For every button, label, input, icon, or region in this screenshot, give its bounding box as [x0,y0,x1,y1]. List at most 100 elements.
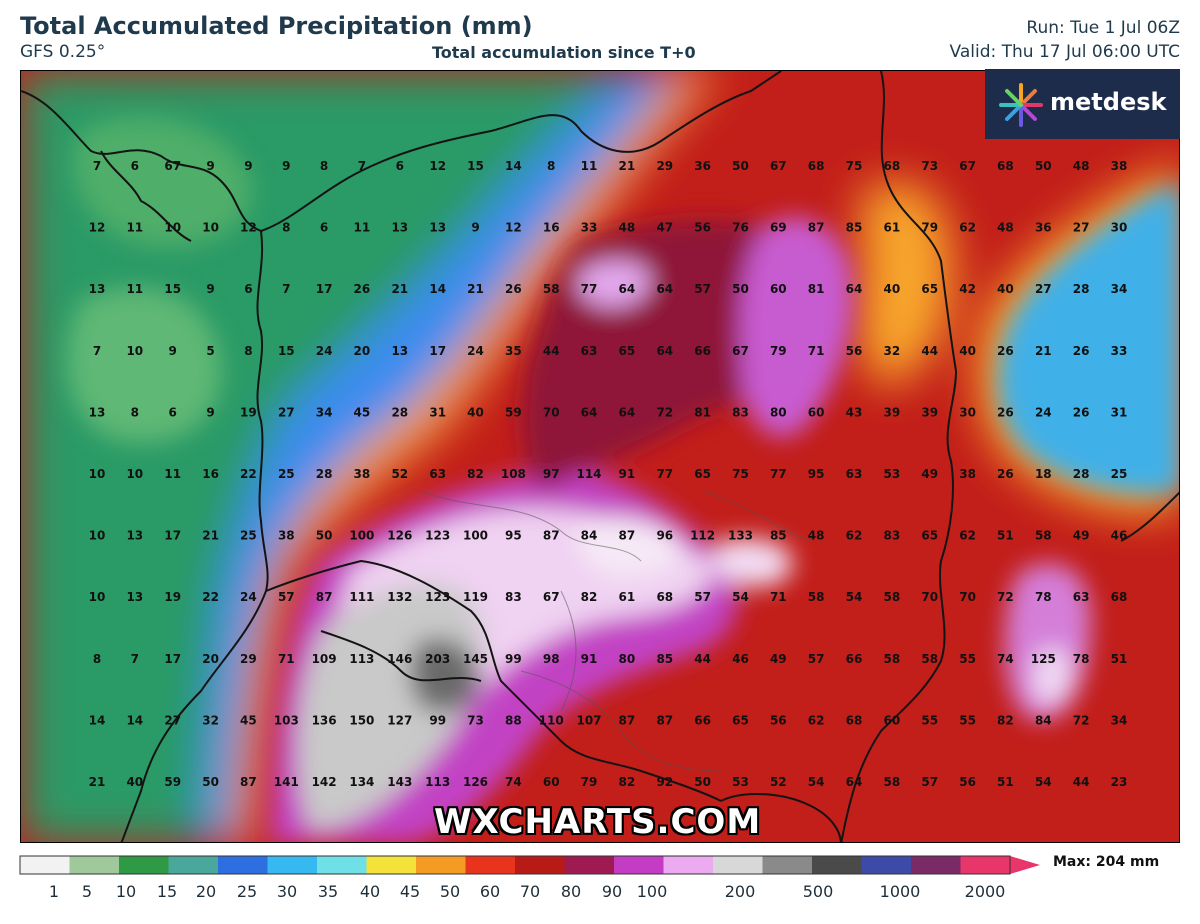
grid-value: 71 [808,344,825,358]
grid-value: 111 [349,590,374,604]
grid-value: 91 [619,467,636,481]
grid-value: 81 [694,405,711,419]
grid-value: 141 [274,775,299,789]
grid-value: 22 [202,590,219,604]
grid-value: 56 [846,344,863,358]
grid-value: 9 [206,159,214,173]
grid-value: 10 [89,467,106,481]
grid-value: 87 [619,713,636,727]
grid-value: 26 [505,282,522,296]
grid-value: 12 [89,221,106,235]
grid-value: 33 [1111,344,1128,358]
grid-value: 65 [619,344,636,358]
grid-value: 11 [126,221,143,235]
scale-tick-label: 1 [48,882,60,901]
scale-swatch [762,856,813,874]
grid-value: 39 [884,405,901,419]
grid-value: 28 [1073,467,1090,481]
grid-value: 60 [808,405,825,419]
grid-value: 99 [429,713,446,727]
grid-value: 42 [959,282,976,296]
grid-value: 46 [732,652,749,666]
grid-value: 64 [846,775,863,789]
grid-value: 28 [316,467,333,481]
grid-value: 27 [278,405,295,419]
grid-value: 61 [619,590,636,604]
grid-value: 72 [1073,713,1090,727]
grid-value: 92 [656,775,673,789]
grid-value: 53 [732,775,749,789]
grid-value: 16 [202,467,219,481]
grid-value: 10 [164,221,181,235]
grid-value: 78 [1035,590,1052,604]
scale-swatch [713,856,763,874]
grid-value: 60 [884,713,901,727]
scale-tick-label: 60 [479,882,501,901]
scale-swatch [416,856,466,874]
scale-tick-label: 25 [236,882,258,901]
grid-value: 20 [354,344,371,358]
grid-value: 83 [732,405,749,419]
grid-value: 48 [808,529,825,543]
grid-value: 142 [312,775,337,789]
grid-value: 66 [694,713,711,727]
grid-value: 119 [463,590,488,604]
grid-value: 64 [846,282,863,296]
grid-value: 7 [282,282,290,296]
grid-value: 49 [921,467,938,481]
grid-value: 14 [89,713,106,727]
grid-value: 61 [884,221,901,235]
grid-value: 65 [921,529,938,543]
grid-value: 29 [656,159,673,173]
scale-tick-label: 90 [601,882,623,901]
scale-swatch [564,856,615,874]
grid-value: 203 [425,652,450,666]
scale-swatch [614,856,664,874]
grid-value: 57 [808,652,825,666]
grid-value: 82 [581,590,598,604]
grid-value: 74 [997,652,1014,666]
grid-value: 82 [467,467,484,481]
grid-value: 34 [1111,713,1128,727]
grid-value: 8 [282,221,290,235]
grid-value: 57 [921,775,938,789]
grid-value: 65 [732,713,749,727]
grid-value: 19 [240,405,257,419]
grid-value: 55 [959,713,976,727]
grid-value: 54 [1035,775,1052,789]
grid-value: 16 [543,221,560,235]
grid-value: 33 [581,221,598,235]
grid-value: 48 [619,221,636,235]
grid-value: 79 [770,344,787,358]
grid-value: 50 [732,282,749,296]
grid-value: 68 [884,159,901,173]
valid-label: Valid: Thu 17 Jul 06:00 UTC [949,42,1180,62]
grid-value: 38 [278,529,295,543]
grid-value: 109 [312,652,337,666]
grid-value: 51 [1111,652,1128,666]
grid-value: 77 [581,282,598,296]
grid-value: 21 [391,282,408,296]
grid-value: 91 [581,652,598,666]
grid-value: 6 [169,405,177,419]
grid-value: 5 [206,344,214,358]
grid-value: 126 [463,775,488,789]
grid-value: 100 [349,529,374,543]
grid-value: 15 [278,344,295,358]
grid-value: 57 [694,590,711,604]
scale-swatch [663,856,714,874]
grid-value: 21 [89,775,106,789]
grid-value: 26 [997,467,1014,481]
grid-value: 79 [921,221,938,235]
scale-swatch [960,856,1011,874]
grid-value: 44 [543,344,560,358]
grid-value: 38 [1111,159,1128,173]
chart-title: Total Accumulated Precipitation (mm) [20,12,533,40]
grid-value: 51 [997,775,1014,789]
scale-tick-label: 2000 [964,882,1006,901]
grid-value: 133 [728,529,753,543]
grid-value: 150 [349,713,374,727]
scale-swatch [515,856,565,874]
grid-value: 9 [169,344,177,358]
